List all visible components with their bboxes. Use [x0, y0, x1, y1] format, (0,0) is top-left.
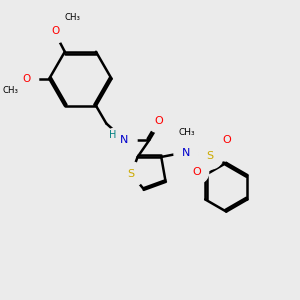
- Text: CH₃: CH₃: [179, 128, 195, 137]
- Text: O: O: [222, 135, 231, 145]
- Text: N: N: [120, 135, 128, 145]
- Text: CH₃: CH₃: [64, 13, 80, 22]
- Text: O: O: [23, 74, 31, 84]
- Text: N: N: [182, 148, 190, 158]
- Text: S: S: [206, 151, 214, 161]
- Text: CH₃: CH₃: [3, 86, 19, 95]
- Text: H: H: [109, 130, 117, 140]
- Text: O: O: [154, 116, 163, 126]
- Text: S: S: [128, 169, 135, 179]
- Text: O: O: [52, 26, 60, 36]
- Text: O: O: [192, 167, 201, 177]
